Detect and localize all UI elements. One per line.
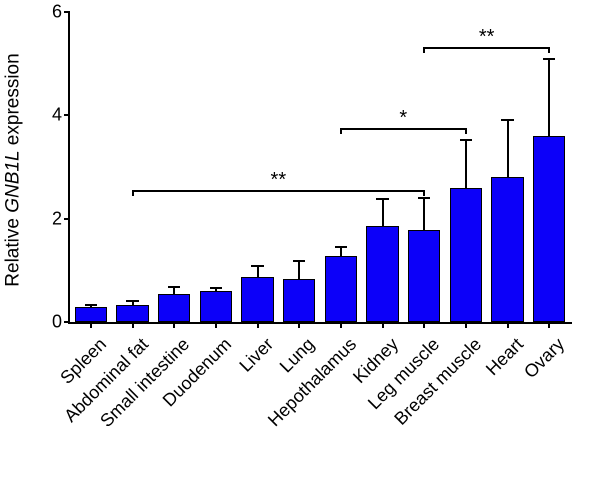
x-tick <box>340 322 342 328</box>
error-bar <box>298 261 300 279</box>
error-bar <box>257 266 259 276</box>
error-cap <box>376 198 389 200</box>
ylabel-gene: GNB1L <box>3 150 24 212</box>
x-tick <box>173 322 175 328</box>
bar <box>75 307 108 323</box>
bar <box>241 277 274 322</box>
sig-bracket-drop <box>340 128 342 134</box>
y-tick <box>64 321 70 323</box>
sig-label: ** <box>479 27 495 47</box>
y-tick-label: 0 <box>32 312 62 333</box>
x-tick <box>423 322 425 328</box>
error-cap <box>460 139 473 141</box>
x-axis-line <box>68 322 572 324</box>
plot-area: 0246SpleenAbdominal fatSmall intestineDu… <box>70 12 570 322</box>
bar <box>366 226 399 322</box>
bar <box>116 305 149 322</box>
error-cap <box>418 197 431 199</box>
bar <box>450 188 483 322</box>
x-tick <box>257 322 259 328</box>
error-cap <box>168 286 181 288</box>
bar <box>283 279 316 322</box>
sig-bracket-drop <box>132 190 134 196</box>
y-tick <box>64 11 70 13</box>
error-bar <box>548 59 550 137</box>
chart-stage: Relative GNB1L expression 0246SpleenAbdo… <box>0 0 596 503</box>
sig-label: * <box>399 108 407 128</box>
x-tick <box>507 322 509 328</box>
error-cap <box>293 260 306 262</box>
bar <box>408 230 441 322</box>
sig-bracket-drop <box>548 47 550 53</box>
error-bar <box>340 247 342 256</box>
error-cap <box>251 265 264 267</box>
y-tick-label: 4 <box>32 105 62 126</box>
x-tick <box>90 322 92 328</box>
error-cap <box>85 304 98 306</box>
sig-bracket-drop <box>423 47 425 53</box>
ylabel-suffix: expression <box>3 53 24 150</box>
y-axis-label-container: Relative GNB1L expression <box>0 0 28 340</box>
y-tick <box>64 218 70 220</box>
x-tick <box>382 322 384 328</box>
y-tick <box>64 114 70 116</box>
bar <box>200 291 233 322</box>
bar <box>533 136 566 322</box>
bar <box>491 177 524 322</box>
y-axis-line <box>68 12 70 324</box>
error-cap <box>501 119 514 121</box>
sig-bracket-drop <box>423 190 425 196</box>
ylabel-prefix: Relative <box>3 213 24 287</box>
x-tick <box>548 322 550 328</box>
error-bar <box>465 140 467 188</box>
x-tick <box>298 322 300 328</box>
error-cap <box>126 300 139 302</box>
sig-bracket-drop <box>465 128 467 134</box>
error-cap <box>543 58 556 60</box>
y-axis-label: Relative GNB1L expression <box>3 53 25 286</box>
x-tick <box>465 322 467 328</box>
bar <box>325 256 358 322</box>
sig-label: ** <box>271 170 287 190</box>
error-bar <box>382 199 384 226</box>
y-tick-label: 6 <box>32 2 62 23</box>
error-bar <box>423 198 425 230</box>
error-cap <box>335 246 348 248</box>
error-bar <box>507 120 509 177</box>
y-tick-label: 2 <box>32 208 62 229</box>
error-cap <box>210 287 223 289</box>
x-tick <box>215 322 217 328</box>
x-tick <box>132 322 134 328</box>
bar <box>158 294 191 322</box>
